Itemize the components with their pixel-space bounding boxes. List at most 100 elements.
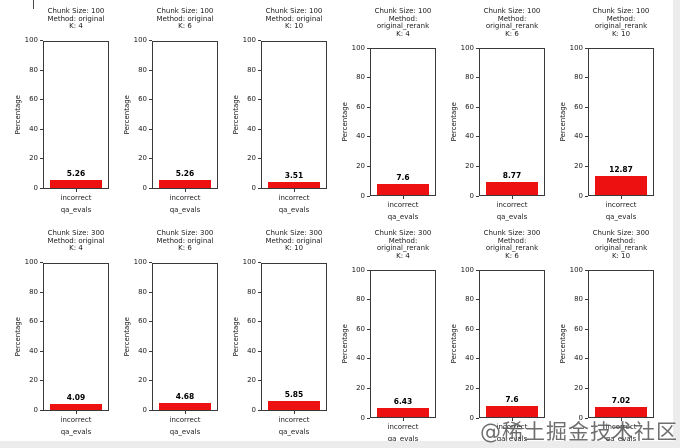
y-tick-label: 0 bbox=[33, 184, 38, 192]
x-tick-mark bbox=[403, 196, 404, 199]
y-tick-mark bbox=[585, 417, 588, 419]
x-tick-label: incorrect bbox=[387, 423, 419, 431]
y-tick-label: 100 bbox=[351, 43, 365, 52]
chart-body: Percentage 0 20 40 60 80 100 7.02 bbox=[557, 265, 654, 421]
y-tick-mark bbox=[476, 195, 479, 197]
y-tick-label: 40 bbox=[29, 124, 38, 133]
y-axis-label: Percentage bbox=[232, 316, 240, 357]
bar-incorrect bbox=[486, 405, 538, 417]
x-tick-mark bbox=[621, 196, 622, 199]
y-tick-label: 40 bbox=[247, 124, 256, 133]
chart-title-line: Method: original bbox=[47, 236, 105, 245]
x-tick-mark bbox=[294, 410, 295, 414]
y-tick-label: 20 bbox=[465, 383, 474, 392]
y-tick-mark bbox=[40, 69, 43, 71]
y-axis-label: Percentage bbox=[450, 324, 458, 364]
bar-value-label: 5.26 bbox=[175, 168, 195, 178]
bar-value-label: 7.02 bbox=[611, 395, 631, 405]
chart-title: Chunk Size: 300 Method: original_rerank K:… bbox=[363, 229, 443, 260]
y-tick-label: 60 bbox=[356, 324, 365, 333]
y-axis-label: Percentage bbox=[559, 324, 567, 364]
chart-title-line: Chunk Size: 300 bbox=[156, 229, 214, 237]
y-tick-mark bbox=[258, 128, 261, 130]
y-axis-ticks: 0 20 40 60 80 100 bbox=[242, 37, 261, 192]
chart-title-line: Chunk Size: 300 bbox=[483, 229, 541, 237]
chart-title-line: Chunk Size: 100 bbox=[156, 7, 214, 15]
y-axis-ticks: 0 20 40 60 80 100 bbox=[460, 265, 479, 421]
subplot-chart: Chunk Size: 300 Method: original_rerank K:… bbox=[339, 222, 448, 443]
y-tick-label: 60 bbox=[247, 95, 256, 104]
y-tick-label: 60 bbox=[574, 102, 583, 111]
y-tick-mark bbox=[367, 136, 370, 138]
x-tick-mark bbox=[185, 410, 186, 414]
y-tick-label: 20 bbox=[356, 383, 365, 392]
y-tick-mark bbox=[40, 99, 43, 101]
y-tick-label: 80 bbox=[356, 295, 365, 304]
x-axis-label: qa_evals bbox=[60, 205, 92, 214]
chart-title-line: Method: original bbox=[156, 236, 214, 245]
chart-title: Chunk Size: 100 Method: original_rerank K:… bbox=[581, 7, 661, 38]
chart-body: Percentage 0 20 40 60 80 100 5.85 bbox=[230, 259, 327, 414]
edge-strip-right bbox=[673, 0, 680, 448]
y-tick-label: 60 bbox=[574, 324, 583, 333]
bar-incorrect bbox=[268, 400, 320, 410]
y-tick-label: 60 bbox=[29, 317, 38, 326]
bar-incorrect bbox=[595, 176, 647, 195]
chart-title-line: K: 10 bbox=[284, 22, 304, 30]
chart-title: Chunk Size: 300 Method: original K: 6 bbox=[145, 229, 225, 253]
y-tick-mark bbox=[476, 47, 479, 49]
chart-body: Percentage 0 20 40 60 80 100 3.51 bbox=[230, 37, 327, 192]
chart-title-line: K: 10 bbox=[611, 29, 631, 38]
y-tick-label: 20 bbox=[138, 376, 147, 385]
y-tick-label: 100 bbox=[569, 265, 583, 274]
bar-incorrect bbox=[595, 406, 647, 417]
crop-artifact-line bbox=[33, 0, 34, 9]
y-tick-label: 100 bbox=[460, 265, 474, 274]
chart-title-line: Method: original bbox=[156, 14, 214, 23]
y-tick-mark bbox=[258, 262, 261, 263]
y-tick-label: 0 bbox=[142, 184, 147, 192]
bar-value-label: 8.77 bbox=[502, 171, 522, 181]
y-tick-mark bbox=[258, 188, 261, 189]
plot-area: 7.6 bbox=[479, 270, 545, 421]
chart-title: Chunk Size: 100 Method: original_rerank K:… bbox=[472, 7, 552, 38]
chart-title-line: Chunk Size: 100 bbox=[265, 7, 323, 15]
y-tick-mark bbox=[585, 165, 588, 167]
y-tick-label: 20 bbox=[356, 161, 365, 170]
x-axis-label: qa_evals bbox=[169, 427, 201, 436]
y-tick-label: 0 bbox=[578, 191, 583, 200]
y-tick-label: 80 bbox=[465, 295, 474, 304]
plot-area: 3.51 bbox=[261, 40, 327, 192]
chart-body: Percentage 0 20 40 60 80 100 7.6 bbox=[448, 265, 545, 421]
y-tick-mark bbox=[367, 328, 370, 330]
y-tick-mark bbox=[258, 321, 261, 323]
y-tick-mark bbox=[149, 380, 152, 382]
y-tick-mark bbox=[585, 77, 588, 79]
subplot-chart: Chunk Size: 300 Method: original K: 10 Per… bbox=[230, 222, 339, 443]
y-tick-mark bbox=[258, 158, 261, 160]
y-tick-mark bbox=[476, 417, 479, 419]
subplot-chart: Chunk Size: 300 Method: original_rerank K:… bbox=[448, 222, 557, 443]
plot-area: 7.6 bbox=[370, 48, 436, 199]
x-axis-label: qa_evals bbox=[60, 427, 92, 436]
y-axis-label: Percentage bbox=[341, 324, 349, 364]
chart-title-line: Chunk Size: 300 bbox=[47, 229, 105, 237]
x-tick-label: incorrect bbox=[278, 415, 310, 424]
x-tick-mark bbox=[76, 410, 77, 414]
y-tick-mark bbox=[367, 299, 370, 301]
y-tick-mark bbox=[476, 106, 479, 108]
bar-value-label: 5.26 bbox=[66, 168, 86, 178]
subplot-chart: Chunk Size: 100 Method: original K: 4 Perc… bbox=[12, 0, 121, 221]
y-tick-label: 20 bbox=[247, 154, 256, 163]
x-tick-mark bbox=[76, 188, 77, 192]
chart-title-line: Method: original bbox=[265, 236, 323, 245]
y-tick-label: 0 bbox=[33, 406, 38, 414]
x-tick-mark bbox=[512, 418, 513, 421]
y-tick-label: 0 bbox=[578, 413, 583, 422]
y-tick-mark bbox=[149, 188, 152, 189]
y-tick-mark bbox=[149, 128, 152, 130]
y-tick-mark bbox=[258, 410, 261, 411]
x-axis-label: qa_evals bbox=[605, 213, 637, 221]
y-tick-label: 0 bbox=[142, 406, 147, 414]
